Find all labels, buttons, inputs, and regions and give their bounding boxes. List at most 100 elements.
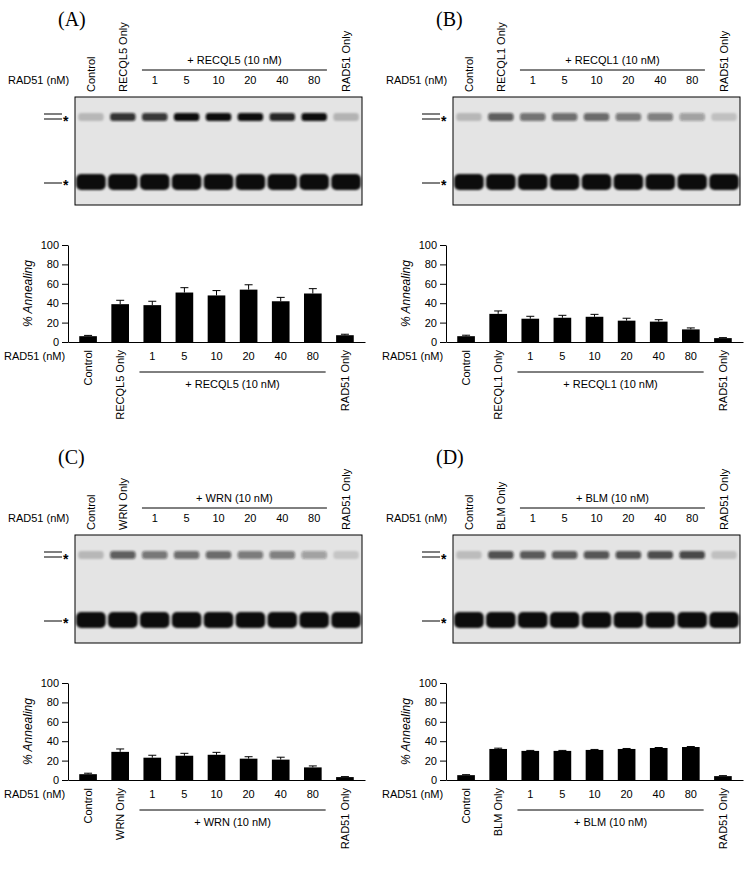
- y-tick: 40: [47, 735, 68, 747]
- gel-band-lower: [709, 612, 739, 628]
- y-tick-mark: [440, 284, 446, 285]
- bar: [272, 760, 290, 780]
- x-axis: ControlWRN Only1510204080RAD51 Only: [69, 781, 366, 850]
- gel-band-upper: [110, 113, 136, 121]
- y-tick-mark: [62, 284, 68, 285]
- gel-lane-label: 1: [152, 74, 158, 86]
- error-bar: [341, 776, 349, 777]
- x-tick-label: Control: [460, 350, 472, 385]
- panel: (C)**ControlWRN Only1510204080RAD51 Only…: [4, 446, 366, 849]
- gel-band-label: *: [63, 615, 69, 631]
- plot-marks: [457, 311, 732, 342]
- x-tick: 80: [307, 350, 319, 362]
- gel-band-upper: [616, 551, 642, 559]
- error-bar: [180, 753, 188, 755]
- gel-band-lower: [614, 612, 644, 628]
- gel-band-lower: [204, 612, 234, 628]
- gel-band-lower: [550, 174, 580, 190]
- panel-label: (D): [436, 446, 464, 469]
- error-bar: [462, 335, 470, 337]
- gel-xlabel: RAD51 (nM): [8, 74, 69, 86]
- x-group-label: + RECQL5 (10 nM): [185, 378, 279, 390]
- error-bar-cap: [84, 335, 92, 336]
- gel-lane-label: 10: [590, 74, 602, 86]
- gel-band-upper: [584, 551, 610, 559]
- y-tick-mark: [440, 683, 446, 684]
- y-tick-mark: [62, 702, 68, 703]
- gel-marker-line: [422, 119, 440, 120]
- gel-lane-label: 80: [308, 74, 320, 86]
- gel-lane-label: Control: [85, 495, 97, 530]
- y-axis-line: [446, 246, 447, 343]
- y-tick: 60: [47, 716, 68, 728]
- error-bar: [558, 315, 566, 317]
- bar: [79, 336, 97, 342]
- x-bracket: [139, 810, 325, 811]
- gel-band-lower: [172, 174, 202, 190]
- error-bar: [655, 320, 663, 322]
- gel-band-upper: [142, 551, 168, 559]
- y-axis-line: [68, 246, 69, 343]
- error-bar-stem: [312, 289, 313, 294]
- x-tick: 10: [210, 788, 222, 800]
- gel-band-lower: [299, 612, 329, 628]
- error-bar-cap: [116, 300, 124, 301]
- gel-marker-line: [44, 114, 62, 115]
- error-bar-cap: [180, 753, 188, 754]
- x-tick-label: 80: [307, 350, 319, 362]
- error-bar: [494, 311, 502, 314]
- gel-lane-label: 20: [244, 512, 256, 524]
- gel-band-upper: [238, 551, 264, 559]
- y-label: % Annealing: [21, 698, 35, 765]
- x-tick-label: 10: [588, 788, 600, 800]
- error-bar-cap: [309, 765, 317, 766]
- gel-band-upper: [301, 113, 327, 121]
- x-group-label: + RECQL1 (10 nM): [563, 378, 657, 390]
- y-tick: 40: [425, 735, 446, 747]
- y-tick-label: 80: [425, 258, 437, 270]
- panel: (D)**ControlBLM Only1510204080RAD51 Only…: [382, 446, 744, 849]
- panel-label: (A): [58, 8, 86, 31]
- gel-bands: [76, 551, 361, 628]
- y-tick-label: 80: [47, 696, 59, 708]
- x-tick-label: 80: [685, 788, 697, 800]
- y-axis: 020406080100: [419, 239, 447, 348]
- error-bar: [719, 337, 727, 338]
- error-bar: [341, 334, 349, 336]
- y-tick-label: 60: [47, 278, 59, 290]
- x-axis: ControlBLM Only1510204080RAD51 Only: [447, 781, 744, 850]
- gel-band-upper: [238, 113, 264, 121]
- gel-bands: [76, 113, 361, 190]
- error-bar: [84, 335, 92, 337]
- error-bar: [277, 297, 285, 301]
- bar: [111, 752, 129, 780]
- y-tick-label: 40: [47, 735, 59, 747]
- gel-band-label: *: [63, 551, 69, 567]
- gel-group-label: + RECQL1 (10 nM): [565, 54, 659, 66]
- error-bar-stem: [152, 301, 153, 305]
- gel-lane-label: RECQL5 Only: [117, 22, 129, 92]
- bar: [457, 336, 475, 342]
- x-label: RAD51 (nM): [382, 788, 443, 800]
- x-tick: RAD51 Only: [717, 350, 729, 412]
- error-bar-cap: [309, 288, 317, 289]
- bar: [489, 749, 507, 780]
- gel-lane-label: 5: [562, 74, 568, 86]
- x-tick-label: 80: [685, 350, 697, 362]
- gel-band-upper: [110, 551, 136, 559]
- y-tick-mark: [440, 702, 446, 703]
- gel-bracket: [142, 508, 327, 509]
- x-tick-label: 20: [242, 350, 254, 362]
- gel-bracket: [520, 508, 705, 509]
- gel-bracket: [142, 70, 327, 71]
- y-tick: 80: [425, 696, 446, 708]
- gel-lane-label: 20: [244, 74, 256, 86]
- x-tick: Control: [82, 350, 94, 385]
- error-bar: [213, 291, 221, 296]
- gel-xlabel: RAD51 (nM): [8, 512, 69, 524]
- y-tick: 20: [47, 317, 68, 329]
- error-bar: [623, 748, 631, 749]
- x-label: RAD51 (nM): [4, 350, 65, 362]
- gel-band-lower: [299, 174, 329, 190]
- y-tick: 0: [53, 336, 68, 348]
